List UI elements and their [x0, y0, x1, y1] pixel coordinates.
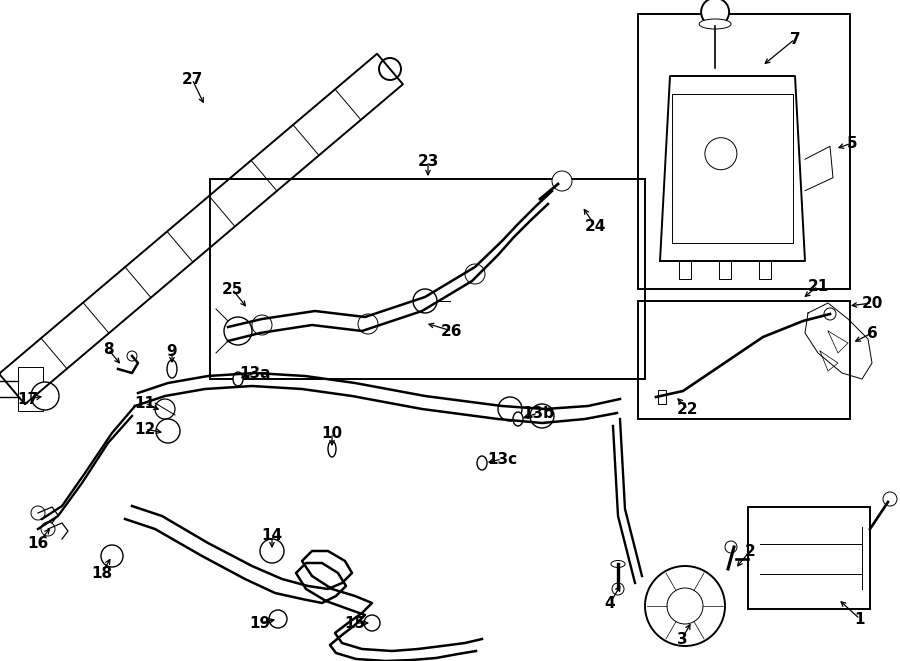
Text: 27: 27: [181, 71, 202, 87]
Ellipse shape: [477, 456, 487, 470]
Text: 1: 1: [855, 611, 865, 627]
Text: 10: 10: [321, 426, 343, 440]
Bar: [748, 507, 870, 609]
Ellipse shape: [328, 441, 336, 457]
Text: 7: 7: [789, 32, 800, 46]
Text: 23: 23: [418, 153, 438, 169]
Text: 9: 9: [166, 344, 177, 358]
Circle shape: [155, 399, 175, 419]
Text: 5: 5: [847, 136, 858, 151]
Ellipse shape: [167, 360, 177, 378]
Circle shape: [269, 610, 287, 628]
Circle shape: [156, 419, 180, 443]
Text: 2: 2: [744, 543, 755, 559]
Text: 13b: 13b: [522, 405, 554, 420]
Circle shape: [824, 308, 836, 320]
Text: 17: 17: [17, 391, 39, 407]
Text: 15: 15: [345, 615, 365, 631]
Circle shape: [127, 351, 137, 361]
Text: 20: 20: [861, 295, 883, 311]
Text: 3: 3: [677, 631, 688, 646]
Text: 18: 18: [92, 566, 112, 580]
Text: 22: 22: [677, 401, 698, 416]
Text: 21: 21: [807, 278, 829, 293]
Circle shape: [31, 382, 59, 410]
Circle shape: [705, 137, 737, 170]
Text: 19: 19: [249, 615, 271, 631]
Ellipse shape: [513, 412, 523, 426]
Text: 4: 4: [605, 596, 616, 611]
Circle shape: [41, 522, 55, 536]
Circle shape: [252, 315, 272, 335]
Circle shape: [645, 566, 725, 646]
Text: 24: 24: [584, 219, 606, 233]
Circle shape: [667, 588, 703, 624]
Circle shape: [498, 397, 522, 421]
Text: 6: 6: [867, 325, 877, 340]
Circle shape: [379, 58, 401, 80]
Bar: [18, 367, 43, 411]
Circle shape: [31, 506, 45, 520]
Ellipse shape: [611, 561, 625, 568]
Text: 14: 14: [261, 529, 283, 543]
Circle shape: [260, 539, 284, 563]
Text: 16: 16: [27, 535, 49, 551]
Bar: [210, 179, 645, 379]
Bar: [638, 301, 850, 419]
Circle shape: [701, 0, 729, 26]
Bar: [638, 14, 850, 289]
Circle shape: [725, 541, 737, 553]
Ellipse shape: [233, 372, 243, 386]
Text: 26: 26: [441, 323, 463, 338]
Text: 12: 12: [134, 422, 156, 436]
Circle shape: [465, 264, 485, 284]
Text: 11: 11: [134, 395, 156, 410]
Text: 13a: 13a: [239, 366, 271, 381]
Bar: [658, 390, 666, 404]
Text: 8: 8: [103, 342, 113, 356]
Text: 25: 25: [221, 282, 243, 297]
Circle shape: [364, 615, 380, 631]
Circle shape: [612, 583, 624, 595]
Circle shape: [101, 545, 123, 567]
Text: 13c: 13c: [487, 451, 518, 467]
Ellipse shape: [699, 19, 731, 29]
Circle shape: [883, 492, 897, 506]
Circle shape: [530, 404, 554, 428]
Circle shape: [358, 314, 378, 334]
Circle shape: [552, 171, 572, 191]
